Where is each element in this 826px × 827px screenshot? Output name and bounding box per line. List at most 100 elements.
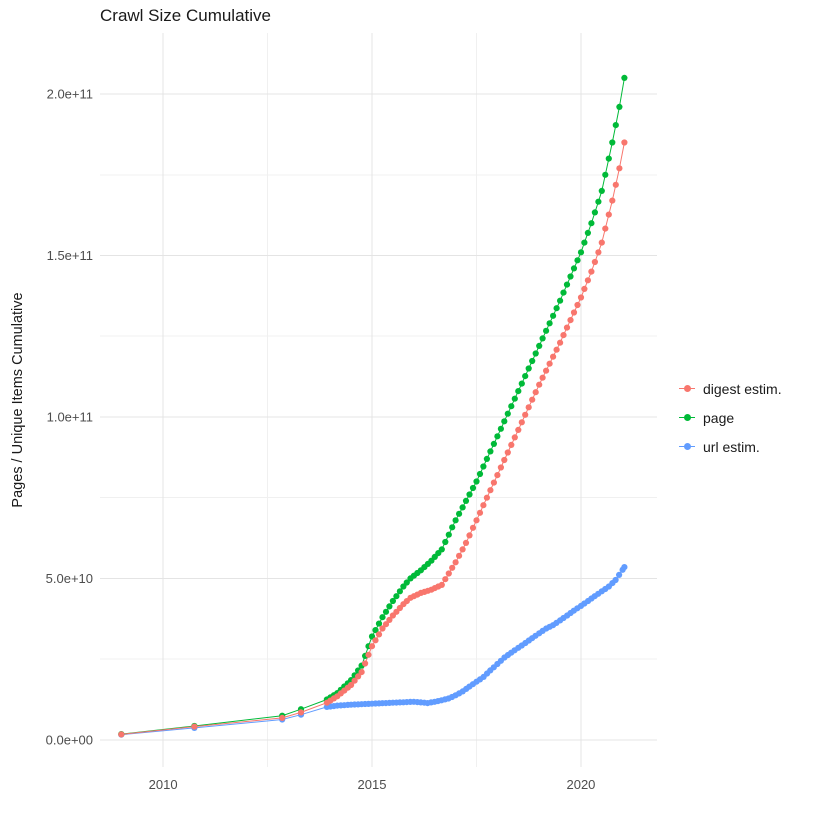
chart-title: Crawl Size Cumulative	[100, 6, 271, 25]
data-point	[522, 411, 529, 418]
data-point	[396, 588, 403, 595]
data-point	[473, 478, 480, 485]
data-point	[612, 576, 619, 584]
data-point	[476, 470, 484, 478]
data-point	[543, 367, 550, 374]
data-point	[522, 373, 529, 380]
y-tick-label: 0.0e+00	[46, 732, 93, 747]
data-point	[462, 497, 470, 504]
data-point	[508, 441, 515, 448]
data-point	[375, 620, 383, 627]
data-point	[598, 187, 605, 194]
data-point	[379, 625, 386, 632]
data-point	[462, 539, 470, 547]
data-point	[557, 339, 564, 346]
data-point	[483, 494, 490, 501]
data-point	[382, 621, 390, 628]
data-point	[553, 305, 560, 312]
data-point	[445, 531, 452, 538]
data-point	[536, 381, 543, 388]
data-point	[518, 419, 525, 426]
data-point	[466, 532, 473, 539]
x-tick-label: 2010	[149, 777, 178, 792]
legend-key	[678, 438, 696, 456]
data-point	[616, 165, 623, 172]
legend-dot-icon	[683, 414, 691, 421]
data-point	[563, 281, 571, 288]
legend-item-page: page	[678, 403, 782, 432]
legend-item-digest: digest estim.	[678, 374, 782, 403]
data-point	[452, 517, 459, 524]
data-point	[386, 616, 393, 624]
data-point	[469, 484, 477, 492]
data-point	[560, 289, 567, 296]
grid-major	[100, 33, 657, 767]
data-point	[449, 564, 456, 571]
data-point	[279, 714, 286, 722]
data-point	[473, 517, 480, 524]
data-point	[375, 631, 383, 638]
data-point	[602, 225, 609, 232]
y-tick-label: 1.0e+11	[47, 409, 93, 424]
data-point	[487, 448, 494, 455]
data-point	[501, 456, 508, 464]
axis-tick-labels: 0.0e+00 5.0e+10 1.0e+11 1.5e+11 2.0e+11 2010 2…	[46, 87, 596, 792]
data-point	[616, 103, 623, 110]
data-point	[550, 353, 557, 360]
x-tick-label: 2015	[358, 777, 387, 792]
data-point	[532, 389, 539, 396]
data-point	[456, 510, 463, 517]
data-point	[403, 579, 410, 586]
data-point	[393, 593, 400, 600]
data-point	[577, 294, 585, 301]
legend-label: page	[703, 409, 735, 426]
data-point	[567, 317, 574, 324]
data-point	[351, 677, 358, 684]
data-point	[379, 614, 386, 621]
data-point	[609, 197, 616, 204]
data-point	[591, 209, 599, 216]
data-point	[459, 546, 466, 553]
y-tick-label: 1.5e+11	[47, 248, 93, 263]
data-point	[469, 524, 477, 531]
data-point	[557, 297, 564, 304]
data-point	[612, 122, 619, 129]
data-point	[382, 608, 390, 615]
data-point	[553, 346, 560, 353]
data-point	[490, 440, 497, 447]
data-point	[504, 449, 511, 456]
data-point	[368, 643, 376, 650]
data-point	[621, 139, 628, 146]
data-point	[588, 220, 595, 227]
data-point	[515, 388, 522, 395]
data-point	[612, 181, 619, 188]
data-point	[539, 335, 546, 342]
data-point	[570, 309, 578, 316]
data-point	[348, 681, 355, 689]
data-point	[494, 472, 501, 479]
data-point	[591, 258, 599, 266]
data-point	[543, 327, 550, 334]
data-point	[550, 312, 557, 319]
data-point	[563, 324, 571, 331]
data-point	[438, 581, 445, 589]
data-point	[466, 491, 473, 498]
data-point	[536, 342, 543, 349]
data-point	[595, 249, 602, 256]
legend-key	[678, 409, 696, 427]
data-point	[480, 463, 487, 470]
data-point	[355, 673, 362, 680]
data-point	[508, 403, 515, 410]
data-point	[511, 395, 518, 402]
data-point	[525, 404, 532, 411]
x-tick-label: 2020	[566, 777, 595, 792]
legend-label: url estim.	[703, 438, 760, 455]
data-point	[497, 464, 504, 471]
data-point	[560, 332, 567, 339]
data-point	[574, 301, 581, 309]
data-point	[494, 433, 501, 440]
data-point	[532, 350, 539, 357]
data-point	[584, 229, 592, 236]
data-point	[442, 538, 449, 546]
